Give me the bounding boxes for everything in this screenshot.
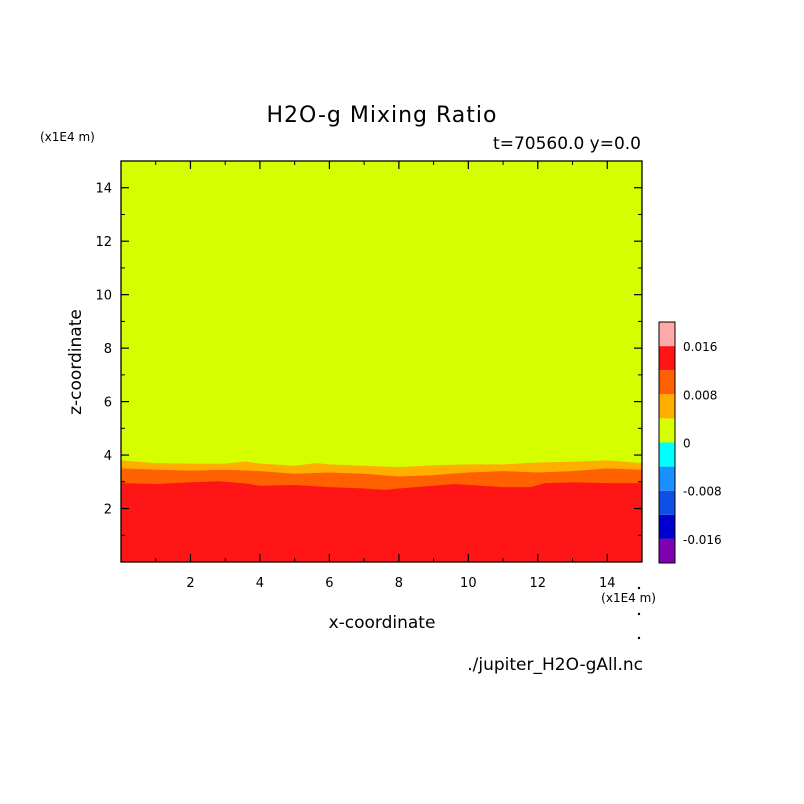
- colorbar-segment: [659, 466, 675, 491]
- y-axis-label: z-coordinate: [66, 309, 86, 415]
- chart-subtitle: t=70560.0 y=0.0: [493, 134, 641, 154]
- x-tick-label: 8: [395, 576, 403, 591]
- y-unit-label: (x1E4 m): [40, 130, 95, 144]
- x-unit-label: (x1E4 m): [601, 591, 656, 605]
- marker-dot: [637, 636, 641, 640]
- chart-title: H2O-g Mixing Ratio: [267, 103, 498, 128]
- colorbar-segment: [659, 370, 675, 395]
- y-tick-label: 2: [104, 503, 112, 518]
- marker-dot: [637, 586, 641, 590]
- colorbar-segment: [659, 346, 675, 371]
- y-tick-label: 4: [104, 449, 112, 464]
- y-tick-label: 12: [95, 235, 112, 250]
- colorbar-segment: [659, 394, 675, 419]
- colorbar-segment: [659, 418, 675, 443]
- x-tick-label: 2: [186, 576, 194, 591]
- colorbar-segment: [659, 490, 675, 515]
- marker-dot: [637, 612, 641, 616]
- plot-frame: [120, 160, 643, 563]
- y-tick-label: 8: [104, 342, 112, 357]
- x-tick-label: 6: [325, 576, 333, 591]
- y-tick-label: 14: [95, 182, 112, 197]
- colorbar-tick-label: 0.008: [683, 388, 717, 402]
- colorbar-segment: [659, 442, 675, 467]
- x-tick-label: 10: [460, 576, 477, 591]
- source-file-label: ./jupiter_H2O-gAll.nc: [467, 655, 643, 675]
- contour-fill: [121, 161, 642, 562]
- colorbar-segment: [659, 514, 675, 539]
- x-tick-label: 12: [530, 576, 547, 591]
- colorbar-segment: [659, 538, 675, 563]
- colorbar-tick-label: -0.016: [683, 533, 722, 547]
- x-tick-label: 4: [256, 576, 264, 591]
- colorbar-tick-label: 0.016: [683, 340, 717, 354]
- colorbar-tick-label: 0: [683, 437, 691, 451]
- colorbar-tick-label: -0.008: [683, 485, 722, 499]
- colorbar-segment: [659, 322, 675, 347]
- y-axis: 2 4 6 8 10 12 14: [95, 182, 642, 536]
- y-tick-label: 6: [104, 396, 112, 411]
- x-axis-label: x-coordinate: [329, 613, 436, 633]
- x-axis: 2 4 6 8 10 12 14: [155, 161, 616, 591]
- x-tick-label: 14: [599, 576, 616, 591]
- contour-band: [121, 481, 642, 562]
- y-tick-label: 10: [95, 289, 112, 304]
- colorbar: -0.016 -0.008 0 0.008 0.016: [658, 321, 722, 564]
- colorbar-frame: [658, 321, 676, 564]
